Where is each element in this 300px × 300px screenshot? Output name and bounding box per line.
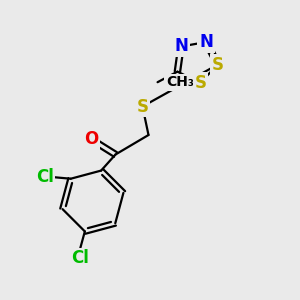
Text: N: N [199,33,213,51]
Text: S: S [212,56,224,74]
Text: O: O [84,130,99,148]
Text: S: S [136,98,148,116]
Text: Cl: Cl [36,168,54,186]
Text: CH₃: CH₃ [166,75,194,89]
Text: Cl: Cl [71,249,89,267]
Text: N: N [174,38,188,56]
Text: S: S [194,74,206,92]
